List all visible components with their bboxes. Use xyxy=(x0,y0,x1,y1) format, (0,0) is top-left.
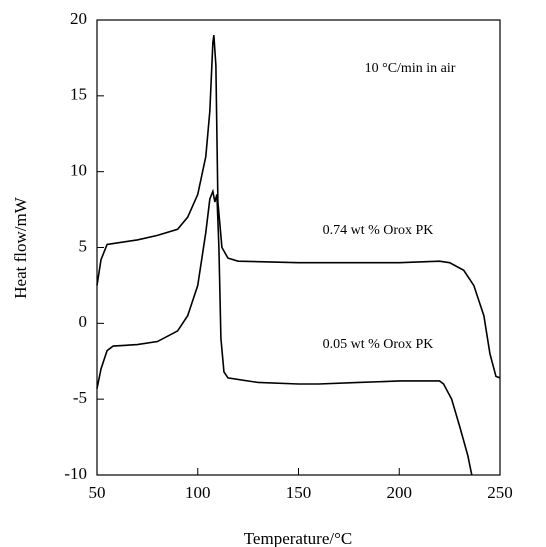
x-axis-label: Temperature/°C xyxy=(244,529,353,547)
annotation: 10 °C/min in air xyxy=(365,61,456,76)
y-tick-label: 0 xyxy=(79,312,88,331)
x-tick-label: 100 xyxy=(185,483,211,502)
y-tick-label: -5 xyxy=(73,388,87,407)
series-line xyxy=(96,188,473,476)
x-tick-label: 150 xyxy=(286,483,312,502)
y-axis-label: Heat flow/mW xyxy=(11,196,30,298)
y-tick-label: 15 xyxy=(70,85,87,104)
y-tick-label: 20 xyxy=(70,9,87,28)
y-tick-label: 5 xyxy=(79,236,88,255)
series-line xyxy=(96,35,501,379)
series-label: 0.74 wt % Orox PK xyxy=(323,223,434,238)
series-label: 0.05 wt % Orox PK xyxy=(323,337,434,352)
x-tick-label: 250 xyxy=(487,483,513,502)
y-tick-label: -10 xyxy=(64,464,87,483)
x-tick-label: 200 xyxy=(387,483,413,502)
x-tick-label: 50 xyxy=(89,483,106,502)
plot-frame xyxy=(96,19,501,476)
y-tick-label: 10 xyxy=(70,161,87,180)
